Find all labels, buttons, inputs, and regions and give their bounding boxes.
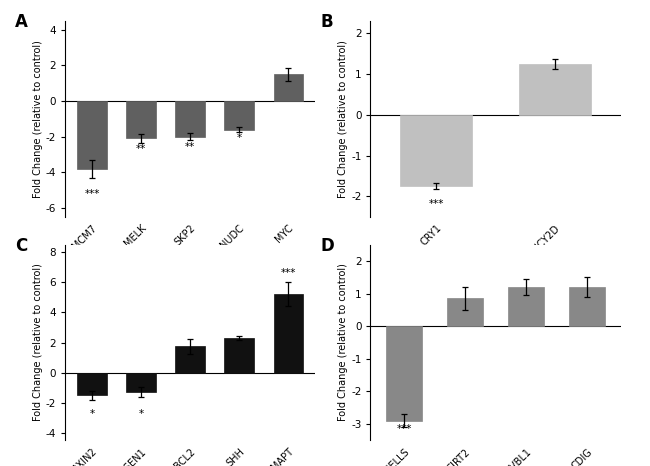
Text: *: *: [138, 409, 144, 419]
Text: A: A: [15, 13, 28, 31]
Bar: [224, 338, 254, 373]
Bar: [274, 75, 303, 101]
Bar: [126, 101, 156, 138]
Bar: [400, 115, 472, 186]
Text: ***: ***: [84, 189, 99, 199]
Bar: [569, 287, 606, 326]
Y-axis label: Fold Change (relative to control): Fold Change (relative to control): [338, 40, 348, 198]
Text: C: C: [15, 237, 27, 255]
Bar: [385, 326, 422, 421]
Bar: [519, 64, 591, 115]
Bar: [77, 101, 107, 169]
Bar: [224, 101, 254, 130]
Bar: [274, 295, 303, 373]
Bar: [176, 346, 205, 373]
Bar: [176, 101, 205, 137]
Text: **: **: [136, 144, 146, 153]
Bar: [77, 373, 107, 395]
Y-axis label: Fold Change (relative to control): Fold Change (relative to control): [32, 264, 43, 421]
Text: B: B: [320, 13, 333, 31]
Y-axis label: Fold Change (relative to control): Fold Change (relative to control): [338, 264, 348, 421]
Y-axis label: Fold Change (relative to control): Fold Change (relative to control): [32, 40, 43, 198]
Bar: [508, 287, 545, 326]
Text: *: *: [237, 133, 242, 143]
Text: ***: ***: [396, 424, 411, 434]
Text: **: **: [185, 142, 195, 152]
Text: ***: ***: [428, 199, 444, 208]
Text: D: D: [320, 237, 334, 255]
Bar: [126, 373, 156, 392]
Bar: [447, 299, 484, 326]
Text: ***: ***: [281, 268, 296, 278]
Text: *: *: [90, 409, 94, 419]
